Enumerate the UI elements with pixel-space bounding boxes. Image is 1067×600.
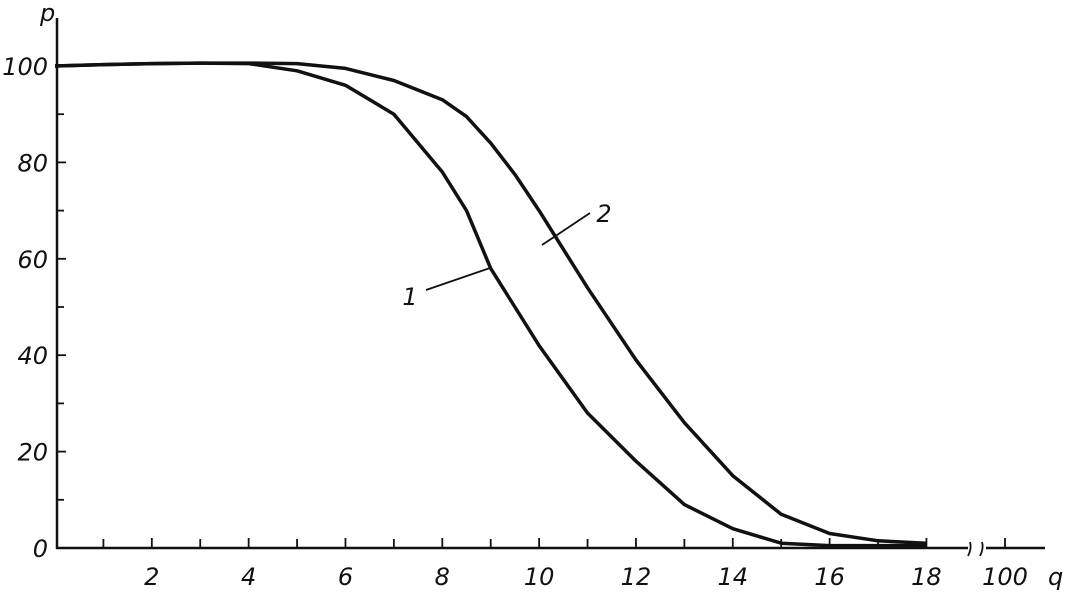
x-tick-label: 12	[621, 563, 652, 591]
series-label: 2	[596, 200, 611, 228]
x-tick-label: 4	[241, 563, 256, 591]
leader-line	[425, 267, 491, 291]
line-series	[54, 61, 927, 545]
y-axis-label: p	[39, 0, 55, 27]
x-break-tick-label: 100	[982, 563, 1028, 591]
axis-break	[967, 541, 984, 557]
y-tick-label: 60	[17, 246, 48, 274]
leader-line	[541, 212, 591, 246]
x-tick-label: 6	[338, 563, 353, 591]
x-tick-label: 2	[144, 563, 159, 591]
x-tick-label: 8	[435, 563, 450, 591]
series-label: 1	[402, 283, 417, 311]
y-tick-label: 100	[2, 53, 48, 81]
y-tick-label: 40	[17, 342, 48, 370]
y-tick-label: 80	[17, 149, 48, 177]
x-axis-label: q	[1048, 563, 1063, 591]
line-series	[54, 61, 927, 548]
y-tick-label: 0	[33, 535, 48, 563]
x-tick-label: 10	[524, 563, 555, 591]
x-tick-label: 14	[718, 563, 749, 591]
x-tick-label: 18	[911, 563, 942, 591]
y-tick-label: 20	[17, 439, 48, 467]
x-tick-label: 16	[814, 563, 845, 591]
